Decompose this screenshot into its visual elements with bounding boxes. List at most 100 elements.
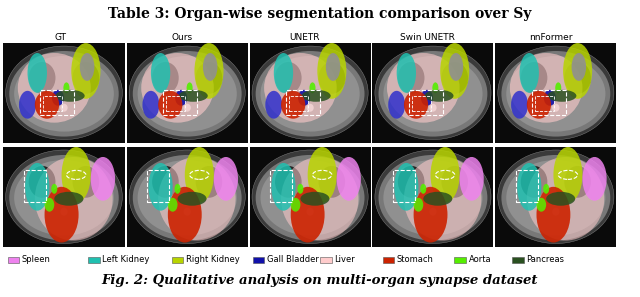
FancyBboxPatch shape bbox=[250, 147, 371, 247]
Bar bbox=[286, 90, 320, 115]
Ellipse shape bbox=[132, 51, 242, 137]
Ellipse shape bbox=[431, 147, 460, 203]
Ellipse shape bbox=[442, 166, 468, 198]
Ellipse shape bbox=[91, 157, 115, 201]
Ellipse shape bbox=[378, 51, 488, 137]
Ellipse shape bbox=[544, 90, 556, 106]
Text: Stomach: Stomach bbox=[397, 255, 434, 264]
FancyBboxPatch shape bbox=[320, 257, 332, 263]
Ellipse shape bbox=[536, 198, 546, 212]
FancyBboxPatch shape bbox=[383, 257, 394, 263]
Ellipse shape bbox=[310, 82, 316, 93]
Ellipse shape bbox=[506, 56, 605, 132]
Ellipse shape bbox=[521, 62, 547, 94]
Ellipse shape bbox=[177, 192, 207, 206]
Ellipse shape bbox=[564, 166, 591, 198]
Ellipse shape bbox=[375, 46, 491, 140]
Bar bbox=[535, 96, 554, 111]
Ellipse shape bbox=[185, 147, 214, 203]
Ellipse shape bbox=[158, 157, 236, 241]
Ellipse shape bbox=[582, 157, 607, 201]
Ellipse shape bbox=[520, 53, 539, 93]
Ellipse shape bbox=[266, 91, 282, 119]
Ellipse shape bbox=[152, 62, 179, 94]
Ellipse shape bbox=[60, 104, 68, 112]
FancyBboxPatch shape bbox=[8, 257, 19, 263]
Ellipse shape bbox=[547, 90, 577, 102]
FancyBboxPatch shape bbox=[250, 43, 371, 143]
Ellipse shape bbox=[29, 166, 56, 198]
Ellipse shape bbox=[63, 82, 70, 93]
Ellipse shape bbox=[25, 163, 49, 211]
FancyBboxPatch shape bbox=[127, 43, 248, 143]
Ellipse shape bbox=[552, 208, 559, 216]
Ellipse shape bbox=[214, 157, 238, 201]
Ellipse shape bbox=[61, 147, 91, 203]
Ellipse shape bbox=[319, 166, 345, 198]
Ellipse shape bbox=[35, 157, 113, 241]
Ellipse shape bbox=[319, 62, 345, 94]
Ellipse shape bbox=[527, 91, 551, 119]
Ellipse shape bbox=[9, 155, 119, 241]
Ellipse shape bbox=[424, 90, 454, 102]
Ellipse shape bbox=[501, 155, 611, 241]
Bar bbox=[289, 96, 308, 111]
Ellipse shape bbox=[394, 163, 419, 211]
Bar bbox=[412, 96, 431, 111]
Ellipse shape bbox=[521, 166, 547, 198]
Ellipse shape bbox=[179, 90, 208, 102]
Ellipse shape bbox=[375, 150, 491, 244]
Ellipse shape bbox=[449, 53, 463, 81]
Ellipse shape bbox=[18, 53, 91, 123]
Ellipse shape bbox=[552, 104, 559, 112]
Ellipse shape bbox=[564, 62, 591, 94]
Ellipse shape bbox=[572, 53, 586, 81]
Ellipse shape bbox=[252, 46, 368, 140]
FancyBboxPatch shape bbox=[454, 257, 466, 263]
Ellipse shape bbox=[404, 157, 481, 241]
Ellipse shape bbox=[54, 192, 83, 206]
Ellipse shape bbox=[554, 147, 582, 203]
Ellipse shape bbox=[175, 90, 187, 106]
Ellipse shape bbox=[298, 90, 310, 106]
Ellipse shape bbox=[275, 166, 301, 198]
FancyBboxPatch shape bbox=[495, 147, 616, 247]
Ellipse shape bbox=[72, 166, 99, 198]
Ellipse shape bbox=[14, 56, 114, 132]
Ellipse shape bbox=[168, 198, 177, 212]
Ellipse shape bbox=[423, 192, 452, 206]
Ellipse shape bbox=[326, 53, 340, 81]
Text: UNETR: UNETR bbox=[289, 33, 319, 42]
Ellipse shape bbox=[255, 155, 365, 241]
Ellipse shape bbox=[398, 166, 424, 198]
Ellipse shape bbox=[274, 53, 293, 93]
Ellipse shape bbox=[307, 208, 314, 216]
Text: Ours: Ours bbox=[172, 33, 193, 42]
Ellipse shape bbox=[281, 157, 358, 241]
Ellipse shape bbox=[413, 198, 423, 212]
Text: Liver: Liver bbox=[334, 255, 355, 264]
Ellipse shape bbox=[138, 160, 237, 236]
Ellipse shape bbox=[72, 62, 99, 94]
Ellipse shape bbox=[28, 53, 47, 93]
Text: Table 3: Organ-wise segmentation comparison over Sy: Table 3: Organ-wise segmentation compari… bbox=[108, 7, 532, 21]
Ellipse shape bbox=[291, 198, 300, 212]
Ellipse shape bbox=[152, 166, 179, 198]
Ellipse shape bbox=[45, 198, 54, 212]
Bar bbox=[163, 90, 197, 115]
FancyBboxPatch shape bbox=[495, 43, 616, 143]
Text: Fig. 2: Qualitative analysis on multi-organ synapse dataset: Fig. 2: Qualitative analysis on multi-or… bbox=[102, 274, 538, 287]
Ellipse shape bbox=[187, 82, 193, 93]
Ellipse shape bbox=[511, 91, 528, 119]
Ellipse shape bbox=[143, 91, 159, 119]
Ellipse shape bbox=[195, 43, 223, 99]
Ellipse shape bbox=[9, 51, 119, 137]
Ellipse shape bbox=[517, 163, 541, 211]
FancyBboxPatch shape bbox=[88, 257, 100, 263]
Ellipse shape bbox=[260, 56, 360, 132]
Ellipse shape bbox=[184, 208, 191, 216]
Text: Pancreas: Pancreas bbox=[526, 255, 564, 264]
Ellipse shape bbox=[129, 150, 245, 244]
FancyBboxPatch shape bbox=[3, 43, 125, 143]
Ellipse shape bbox=[196, 166, 222, 198]
